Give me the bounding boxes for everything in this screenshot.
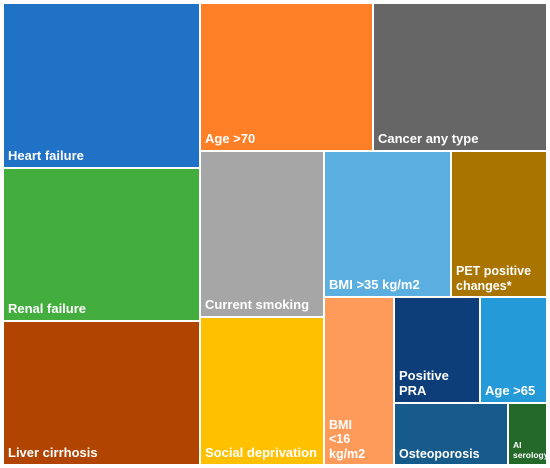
treemap-tile-cancer-any-type: Cancer any type <box>373 3 547 151</box>
treemap-tile-label: Renal failure <box>8 301 87 317</box>
treemap-tile-label: Age >70 <box>205 131 256 147</box>
treemap-tile-social-deprivation: Social deprivation <box>200 317 324 465</box>
treemap-tile-ai-serology: AI serology# <box>508 403 547 465</box>
treemap-tile-age-70: Age >70 <box>200 3 373 151</box>
treemap-tile-positive-pra: Positive PRA <box>394 297 480 403</box>
treemap-tile-bmi-16-kg-m2: BMI <16 kg/m2 <box>324 297 394 465</box>
treemap-tile-label: AI serology# <box>513 440 546 461</box>
treemap-tile-osteoporosis: Osteoporosis <box>394 403 508 465</box>
treemap-tile-bmi-35-kg-m2: BMI >35 kg/m2 <box>324 151 451 297</box>
treemap-tile-label: PET positive changes* <box>456 264 532 293</box>
treemap-tile-label: Osteoporosis <box>399 446 480 461</box>
treemap-tile-heart-failure: Heart failure <box>3 3 200 168</box>
treemap-tile-label: Heart failure <box>8 148 84 164</box>
treemap-tile-label: Age >65 <box>485 383 536 399</box>
treemap-tile-pet-positive-changes: PET positive changes* <box>451 151 547 297</box>
treemap-tile-age-65: Age >65 <box>480 297 547 403</box>
treemap-tile-label: Cancer any type <box>378 131 479 147</box>
treemap-tile-renal-failure: Renal failure <box>3 168 200 321</box>
treemap-tile-label: Social deprivation <box>205 445 317 461</box>
treemap-tile-label: BMI <16 kg/m2 <box>329 417 366 461</box>
treemap-tile-label: BMI >35 kg/m2 <box>329 277 420 293</box>
treemap-tile-label: Liver cirrhosis <box>8 445 98 461</box>
treemap-tile-label: Current smoking <box>205 297 310 313</box>
treemap-tile-liver-cirrhosis: Liver cirrhosis <box>3 321 200 465</box>
treemap-tile-current-smoking: Current smoking <box>200 151 324 317</box>
treemap-tile-label: Positive PRA <box>399 368 449 399</box>
